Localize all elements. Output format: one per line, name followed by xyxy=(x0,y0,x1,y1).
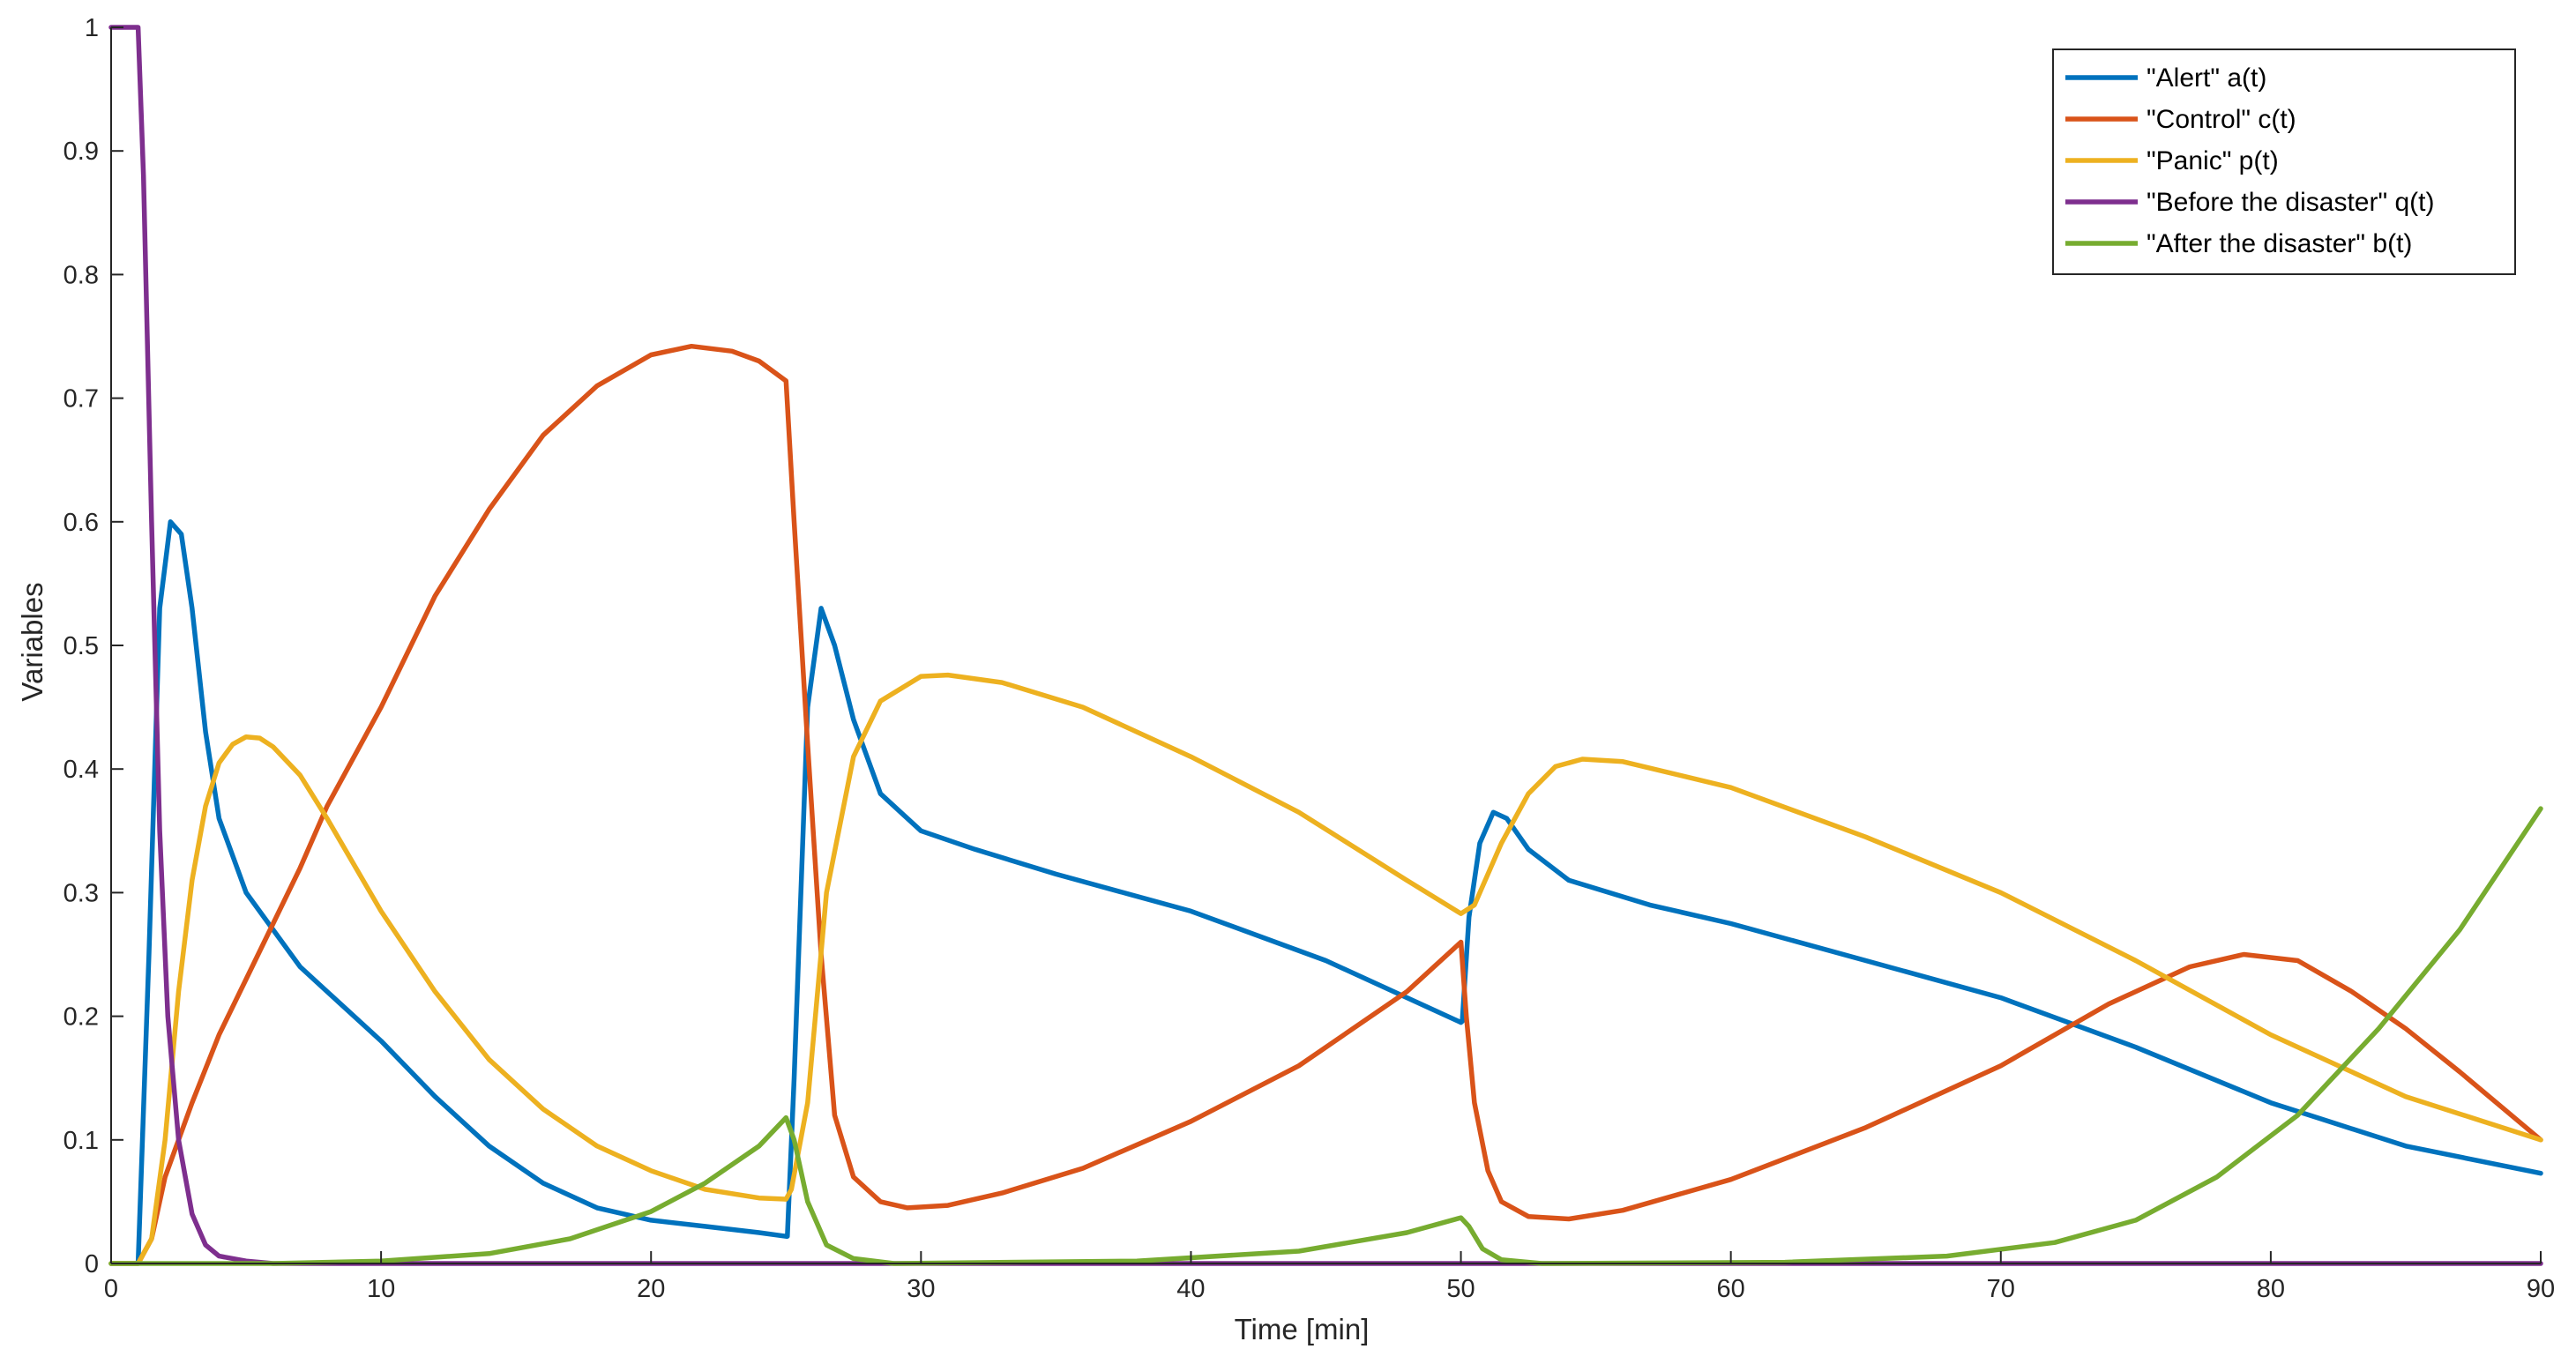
legend-label-3: "Panic" p(t) xyxy=(2147,146,2279,175)
y-tick-label: 0.3 xyxy=(63,879,99,907)
x-tick-label: 20 xyxy=(637,1275,665,1303)
x-axis-title: Time [min] xyxy=(1235,1313,1370,1345)
legend-label-4: "Before the disaster" q(t) xyxy=(2147,188,2434,217)
y-axis-title: Variables xyxy=(16,582,49,701)
x-tick-label: 50 xyxy=(1446,1275,1475,1303)
x-tick-label: 90 xyxy=(2527,1275,2555,1303)
x-tick-label: 30 xyxy=(907,1275,935,1303)
legend-label-2: "Control" c(t) xyxy=(2147,105,2296,134)
y-tick-label: 0.1 xyxy=(63,1127,99,1155)
legend-label-1: "Alert" a(t) xyxy=(2147,63,2266,93)
x-tick-label: 40 xyxy=(1176,1275,1205,1303)
y-tick-label: 0.7 xyxy=(63,385,99,414)
series-line-2 xyxy=(108,343,2543,1266)
y-tick-label: 1 xyxy=(85,14,99,42)
x-tick-label: 80 xyxy=(2257,1275,2285,1303)
y-tick-label: 0.2 xyxy=(63,1003,99,1032)
y-tick-label: 0.6 xyxy=(63,509,99,537)
y-tick-label: 0 xyxy=(85,1250,99,1278)
legend: "Alert" a(t) "Control" c(t) "Panic" p(t) "B… xyxy=(2052,48,2516,275)
x-tick-label: 70 xyxy=(1987,1275,2015,1303)
x-tick-label: 10 xyxy=(367,1275,395,1303)
series-line-3 xyxy=(108,672,2543,1266)
series-line-5 xyxy=(108,806,2543,1266)
y-tick-label: 0.9 xyxy=(63,138,99,166)
x-tick-label: 0 xyxy=(104,1275,118,1303)
series-line-4 xyxy=(108,25,2543,1266)
x-tick-label: 60 xyxy=(1717,1275,1745,1303)
y-tick-label: 0.4 xyxy=(63,756,99,784)
legend-label-5: "After the disaster" b(t) xyxy=(2147,229,2412,258)
series-line-1 xyxy=(108,519,2543,1266)
series-layer xyxy=(108,25,2543,1266)
y-tick-label: 0.8 xyxy=(63,261,99,289)
axes-layer: 0 10 20 30 40 50 60 70 80 90 0 0.1 0.2 0.3 0.4 0.5 0.6 0.… xyxy=(63,14,2555,1303)
y-tick-label: 0.5 xyxy=(63,632,99,660)
